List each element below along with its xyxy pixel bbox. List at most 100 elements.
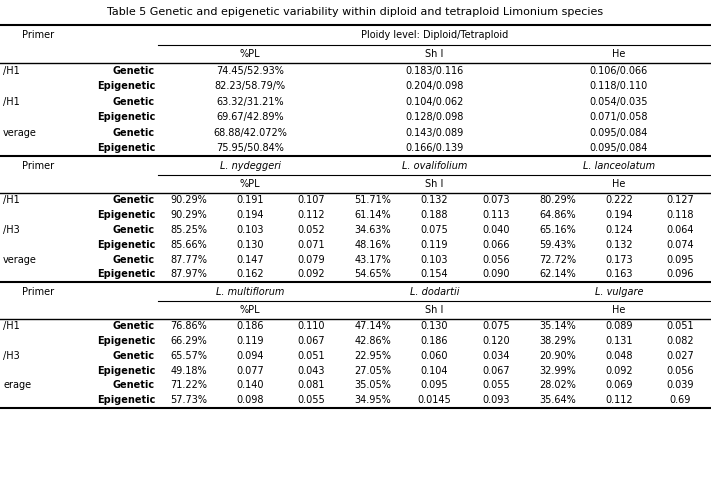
Text: %PL: %PL — [240, 305, 260, 315]
Text: 0.095/0.084: 0.095/0.084 — [589, 128, 648, 138]
Text: 0.095: 0.095 — [666, 254, 694, 264]
Text: 0.082: 0.082 — [666, 336, 694, 346]
Text: 0.104: 0.104 — [421, 366, 448, 376]
Text: 87.97%: 87.97% — [171, 270, 207, 280]
Text: 0.188: 0.188 — [421, 210, 448, 220]
Text: 0.095: 0.095 — [421, 380, 449, 390]
Text: 0.094: 0.094 — [237, 351, 264, 361]
Text: Genetic: Genetic — [113, 196, 155, 205]
Text: Genetic: Genetic — [113, 380, 155, 390]
Text: 35.64%: 35.64% — [539, 395, 576, 405]
Text: 71.22%: 71.22% — [170, 380, 207, 390]
Text: 0.079: 0.079 — [298, 254, 326, 264]
Text: 0.089: 0.089 — [605, 321, 633, 331]
Text: Epigenetic: Epigenetic — [97, 366, 155, 376]
Text: 66.29%: 66.29% — [171, 336, 207, 346]
Text: 76.86%: 76.86% — [171, 321, 207, 331]
Text: 0.222: 0.222 — [605, 196, 633, 205]
Text: 0.130: 0.130 — [237, 240, 264, 250]
Text: Genetic: Genetic — [113, 128, 155, 138]
Text: 0.163: 0.163 — [605, 270, 633, 280]
Text: 82.23/58.79/%: 82.23/58.79/% — [215, 81, 286, 91]
Text: 51.71%: 51.71% — [355, 196, 392, 205]
Text: Epigenetic: Epigenetic — [97, 81, 155, 91]
Text: 62.14%: 62.14% — [539, 270, 576, 280]
Text: 69.67/42.89%: 69.67/42.89% — [216, 112, 284, 122]
Text: 22.95%: 22.95% — [355, 351, 392, 361]
Text: Genetic: Genetic — [113, 351, 155, 361]
Text: 35.05%: 35.05% — [355, 380, 392, 390]
Text: 35.14%: 35.14% — [539, 321, 576, 331]
Text: Epigenetic: Epigenetic — [97, 395, 155, 405]
Text: 0.104/0.062: 0.104/0.062 — [405, 97, 464, 107]
Text: 0.067: 0.067 — [298, 336, 326, 346]
Text: 0.071/0.058: 0.071/0.058 — [589, 112, 648, 122]
Text: 74.45/52.93%: 74.45/52.93% — [216, 66, 284, 76]
Text: 0.194: 0.194 — [237, 210, 264, 220]
Text: verage: verage — [3, 128, 37, 138]
Text: 0.124: 0.124 — [605, 225, 633, 235]
Text: 42.86%: 42.86% — [355, 336, 392, 346]
Text: 0.071: 0.071 — [298, 240, 326, 250]
Text: Primer: Primer — [22, 286, 54, 296]
Text: 0.162: 0.162 — [236, 270, 264, 280]
Text: 54.65%: 54.65% — [355, 270, 392, 280]
Text: erage: erage — [3, 380, 31, 390]
Text: Table 5 Genetic and epigenetic variability within diploid and tetraploid Limoniu: Table 5 Genetic and epigenetic variabili… — [107, 7, 604, 17]
Text: 0.067: 0.067 — [482, 366, 510, 376]
Text: 0.183/0.116: 0.183/0.116 — [405, 66, 464, 76]
Text: 0.064: 0.064 — [666, 225, 694, 235]
Text: 0.052: 0.052 — [298, 225, 326, 235]
Text: 47.14%: 47.14% — [355, 321, 392, 331]
Text: 0.204/0.098: 0.204/0.098 — [405, 81, 464, 91]
Text: 90.29%: 90.29% — [171, 210, 207, 220]
Text: 0.120: 0.120 — [482, 336, 510, 346]
Text: Sh I: Sh I — [425, 49, 444, 59]
Text: 0.173: 0.173 — [605, 254, 633, 264]
Text: 0.143/0.089: 0.143/0.089 — [405, 128, 464, 138]
Text: 0.106/0.066: 0.106/0.066 — [589, 66, 648, 76]
Text: 0.051: 0.051 — [298, 351, 326, 361]
Text: 0.060: 0.060 — [421, 351, 448, 361]
Text: 0.056: 0.056 — [482, 254, 510, 264]
Text: 0.107: 0.107 — [298, 196, 326, 205]
Text: 32.99%: 32.99% — [539, 366, 576, 376]
Text: /H3: /H3 — [3, 351, 20, 361]
Text: 0.054/0.035: 0.054/0.035 — [589, 97, 648, 107]
Text: L. multiflorum: L. multiflorum — [216, 286, 284, 296]
Text: 27.05%: 27.05% — [355, 366, 392, 376]
Text: L. lanceolatum: L. lanceolatum — [583, 161, 655, 171]
Text: He: He — [612, 49, 626, 59]
Text: Genetic: Genetic — [113, 66, 155, 76]
Text: 61.14%: 61.14% — [355, 210, 391, 220]
Text: 63.32/31.21%: 63.32/31.21% — [216, 97, 284, 107]
Text: /H1: /H1 — [3, 66, 20, 76]
Text: 0.027: 0.027 — [666, 351, 694, 361]
Text: 0.066: 0.066 — [482, 240, 510, 250]
Text: 0.119: 0.119 — [237, 336, 264, 346]
Text: 68.88/42.072%: 68.88/42.072% — [213, 128, 287, 138]
Text: L. vulgare: L. vulgare — [594, 286, 643, 296]
Text: 0.075: 0.075 — [421, 225, 449, 235]
Text: 0.043: 0.043 — [298, 366, 326, 376]
Text: He: He — [612, 305, 626, 315]
Text: 57.73%: 57.73% — [170, 395, 207, 405]
Text: 0.096: 0.096 — [666, 270, 694, 280]
Text: 87.77%: 87.77% — [170, 254, 207, 264]
Text: 0.055: 0.055 — [298, 395, 326, 405]
Text: Epigenetic: Epigenetic — [97, 336, 155, 346]
Text: 0.051: 0.051 — [666, 321, 694, 331]
Text: 72.72%: 72.72% — [539, 254, 576, 264]
Text: Genetic: Genetic — [113, 225, 155, 235]
Text: 0.132: 0.132 — [421, 196, 449, 205]
Text: 0.0145: 0.0145 — [417, 395, 451, 405]
Text: 0.186: 0.186 — [421, 336, 448, 346]
Text: %PL: %PL — [240, 49, 260, 59]
Text: 0.130: 0.130 — [421, 321, 448, 331]
Text: Genetic: Genetic — [113, 97, 155, 107]
Text: Epigenetic: Epigenetic — [97, 112, 155, 122]
Text: 0.112: 0.112 — [605, 395, 633, 405]
Text: 0.077: 0.077 — [236, 366, 264, 376]
Text: 59.43%: 59.43% — [539, 240, 576, 250]
Text: 0.092: 0.092 — [605, 366, 633, 376]
